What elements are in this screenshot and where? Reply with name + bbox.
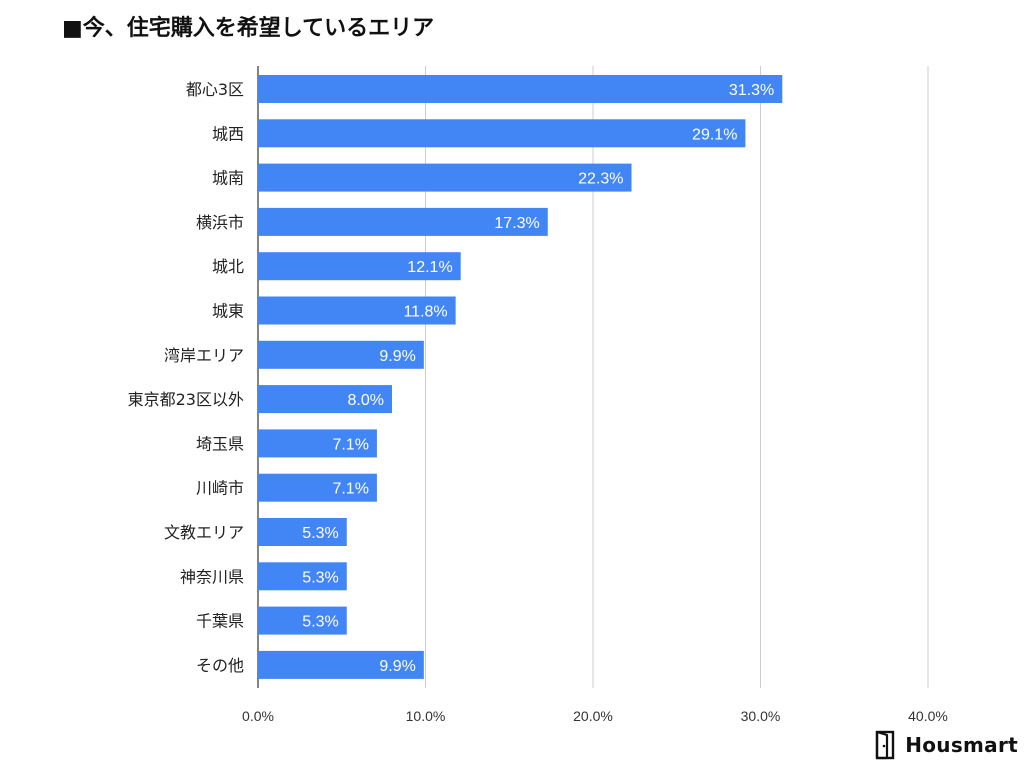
data-label: 7.1% [332,481,368,498]
labels-layer: 0.0% 10.0% 20.0% 30.0% 40.0% 都心3区 31.3% 城西 29.1%… [128,80,948,724]
category-label: 神奈川県 [180,567,244,586]
data-label: 8.0% [348,392,384,409]
data-label: 17.3% [494,215,539,232]
brand-logo: Housmart [873,730,1018,760]
bars-layer [258,75,783,679]
door-icon [876,730,895,760]
category-label: 千葉県 [196,612,244,631]
bar [258,163,632,192]
data-label: 29.1% [692,126,737,143]
data-label: 31.3% [729,82,774,99]
bar [258,473,377,502]
category-label: 城北 [212,257,244,276]
bar [258,119,746,148]
x-tick-label: 40.0% [908,708,948,724]
category-label: その他 [196,656,244,675]
data-label: 7.1% [332,436,368,453]
bar [258,207,548,236]
category-label: 城西 [212,124,244,143]
category-label: 城南 [212,169,244,188]
bar [258,429,377,458]
bar [258,252,461,281]
category-label: 東京都23区以外 [128,390,244,409]
data-label: 12.1% [407,259,452,276]
data-label: 9.9% [379,658,415,675]
data-label: 22.3% [578,171,623,188]
bar [258,650,424,679]
category-label: 川崎市 [196,479,244,498]
category-label: 都心3区 [186,80,244,99]
x-tick-label: 0.0% [242,708,274,724]
category-label: 横浜市 [196,213,244,232]
x-tick-label: 20.0% [573,708,613,724]
x-tick-label: 10.0% [406,708,446,724]
bar [258,606,347,635]
x-tick-label: 30.0% [741,708,781,724]
bar [258,75,783,103]
category-label: 城東 [212,302,244,321]
data-label: 11.8% [403,304,447,321]
data-label: 5.3% [302,614,338,631]
bar [258,340,424,369]
data-label: 5.3% [302,569,338,586]
chart-title: ■今、住宅購入を希望しているエリア [62,16,435,41]
bar [258,385,392,414]
brand-name: Housmart [905,733,1018,757]
bar [258,562,347,591]
bar [258,518,347,546]
category-label: 埼玉県 [196,434,244,453]
category-label: 湾岸エリア [164,346,244,365]
category-label: 文教エリア [164,523,244,542]
data-label: 9.9% [379,348,415,365]
bar [258,296,456,325]
data-label: 5.3% [302,525,338,542]
grid-layer [257,66,929,688]
